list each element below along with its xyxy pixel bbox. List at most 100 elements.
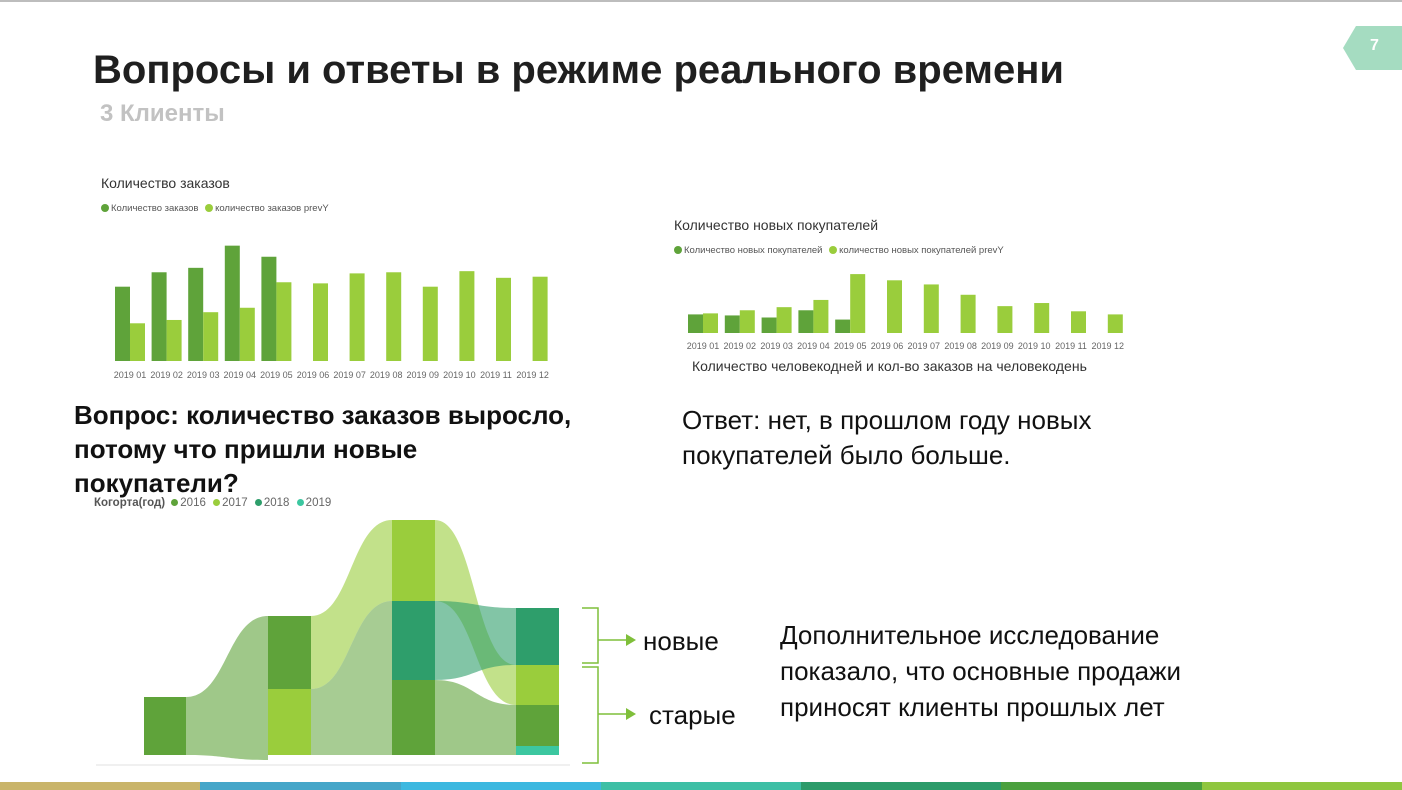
legend-dot-icon [829, 246, 838, 254]
legend-item-current: Количество заказов [101, 203, 198, 214]
x-tick-label: 2019 11 [480, 370, 512, 380]
bar-prev-2019-03 [776, 307, 792, 333]
legend-item-prev: количество новых покупателей prevY [829, 245, 1004, 256]
slide-title: Вопросы и ответы в режиме реального врем… [93, 48, 1064, 92]
bar-prev-2019-09 [997, 306, 1013, 333]
sankey-flow-2016-2017 [186, 616, 268, 760]
bar-current-2019-05 [835, 319, 851, 333]
cohort-legend-item: 2016 [171, 497, 206, 509]
bar-prev-2019-04 [239, 307, 255, 361]
question-line: Вопрос: количество заказов выросло, [74, 400, 572, 430]
sankey-node-2018-a [392, 520, 435, 601]
bar-prev-2019-07 [923, 284, 939, 333]
sankey-node-2019-d [516, 746, 559, 755]
cohort-legend-label: 2016 [180, 497, 206, 509]
sankey-flow-2018-2019-b [435, 601, 516, 680]
sankey-node-2017-b [268, 689, 311, 755]
bottom-bar-segment [0, 782, 201, 790]
brace-new [582, 607, 599, 664]
bottom-color-bar [0, 782, 1402, 790]
page-number-tab [1343, 26, 1402, 70]
bar-prev-2019-09 [422, 286, 438, 361]
sankey-node-2019-b [516, 665, 559, 705]
bar-prev-2019-02 [739, 310, 755, 333]
cohort-legend-item: 2017 [213, 497, 248, 509]
new-customers-label: новые [643, 626, 719, 656]
cohort-legend: Когорта(год) 2016 2017 2018 2019 [94, 497, 335, 509]
cohort-legend-label: 2019 [305, 497, 332, 509]
bar-prev-2019-10 [1034, 303, 1050, 333]
sankey-node-2019-c [516, 705, 559, 746]
legend-label: Количество новых покупателей [684, 245, 823, 256]
legend-item-prev: количество заказов prevY [205, 203, 329, 214]
legend-label: количество заказов prevY [215, 203, 329, 214]
bar-prev-2019-11 [1071, 311, 1086, 333]
bar-prev-2019-07 [349, 273, 365, 361]
top-border [0, 0, 1402, 2]
bottom-bar-segment [400, 782, 601, 790]
bar-prev-2019-12 [1107, 314, 1123, 333]
x-tick-label: 2019 02 [724, 341, 757, 351]
conclusion-text: Дополнительное исследование показало, чт… [780, 617, 1340, 725]
x-tick-label: 2019 09 [407, 370, 440, 380]
cohort-legend-item: 2019 [296, 497, 332, 509]
legend-dot-icon [213, 499, 221, 506]
question-line: потому что пришли новые [74, 434, 418, 464]
bar-prev-2019-03 [203, 312, 219, 361]
new-customers-bar-chart: 2019 01 2019 02 2019 03 2019 04 2019 05 2019 … [687, 274, 1125, 351]
bar-current-2019-02 [151, 272, 167, 361]
conclusion-line: Дополнительное исследование [780, 620, 1160, 650]
bar-current-2019-03 [188, 267, 204, 361]
sankey-node-2017-a [268, 616, 311, 689]
sankey-node-2019-a [516, 608, 559, 665]
x-tick-label: 2019 09 [981, 341, 1014, 351]
bar-prev-2019-08 [386, 272, 402, 361]
sankey-flow-2018-2019-c [435, 680, 516, 755]
sankey-node-2016 [144, 697, 186, 755]
x-tick-label: 2019 12 [1092, 341, 1125, 351]
cohort-legend-label: 2018 [263, 497, 290, 509]
x-tick-label: 2019 10 [1018, 341, 1051, 351]
sankey-caption: Количество человекодней и кол-во заказов… [692, 358, 1087, 374]
x-tick-label: 2019 03 [187, 370, 220, 380]
cohort-legend-item: 2018 [254, 497, 290, 509]
x-tick-label: 2019 03 [760, 341, 793, 351]
bar-current-2019-04 [224, 245, 240, 361]
x-tick-label: 2019 10 [443, 370, 476, 380]
x-tick-label: 2019 08 [370, 370, 403, 380]
cohort-legend-title: Когорта(год) [94, 497, 166, 509]
question-line: покупатели? [74, 468, 239, 498]
arrowhead-old-icon [626, 708, 636, 720]
bottom-bar-segment [801, 782, 1002, 790]
legend-dot-icon [205, 204, 214, 212]
x-tick-label: 2019 05 [834, 341, 867, 351]
bar-current-2019-01 [115, 286, 130, 361]
bottom-bar-segment [600, 782, 802, 790]
bar-prev-2019-01 [703, 313, 718, 333]
legend-item-current: Количество новых покупателей [674, 245, 822, 256]
old-customers-label: старые [649, 700, 736, 730]
conclusion-line: показало, что основные продажи [780, 656, 1182, 686]
answer-line: покупателей было больше. [682, 440, 1011, 470]
sankey-node-2018-b [392, 601, 435, 680]
bar-current-2019-04 [798, 310, 814, 333]
new-customers-chart-title: Количество новых покупателей [674, 217, 879, 233]
bar-prev-2019-05 [276, 282, 292, 361]
bottom-bar-segment [200, 782, 401, 790]
legend-dot-icon [254, 499, 262, 506]
conclusion-line: приносят клиенты прошлых лет [780, 692, 1165, 722]
x-tick-label: 2019 12 [516, 370, 549, 380]
legend-dot-icon [171, 499, 179, 506]
bottom-bar-segment [1001, 782, 1202, 790]
orders-chart-title: Количество заказов [101, 175, 230, 191]
bottom-bar-segment [1201, 782, 1402, 790]
legend-dot-icon [296, 499, 304, 506]
x-tick-label: 2019 04 [797, 341, 830, 351]
x-tick-label: 2019 07 [333, 370, 366, 380]
sankey-node-2018-c [392, 680, 435, 755]
bar-prev-2019-10 [459, 271, 475, 361]
new-customers-chart-legend: Количество новых покупателей количество … [674, 245, 1008, 256]
x-tick-label: 2019 05 [260, 370, 293, 380]
brace-old [582, 666, 599, 764]
x-tick-label: 2019 01 [114, 370, 147, 380]
